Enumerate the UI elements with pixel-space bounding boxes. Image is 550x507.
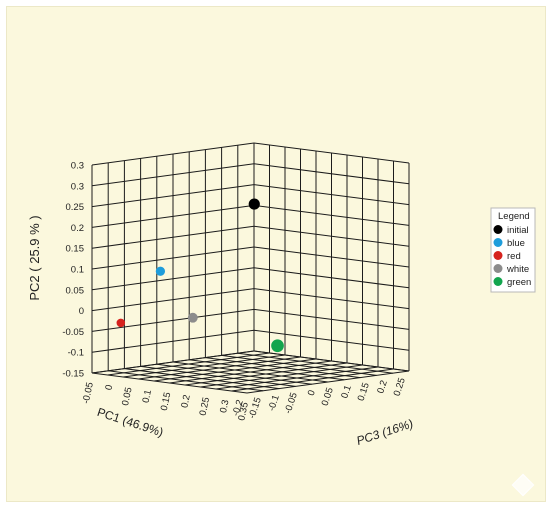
legend-marker-initial — [493, 225, 503, 234]
grid-line-floor-pc1-direction — [215, 366, 379, 390]
pc2-tick-label: -0.15 — [62, 369, 84, 380]
pc3-tick-label: 0.15 — [159, 391, 174, 411]
pc2-tick-label: -0.05 — [62, 327, 84, 338]
legend-marker-white — [493, 264, 503, 273]
data-point-red — [116, 318, 126, 328]
grid-line-left-wall-horizontal — [91, 142, 255, 166]
pc2-tick-label: 0.05 — [66, 285, 85, 296]
grid-line-floor-pc1-direction — [246, 370, 410, 394]
grid-line-left-wall-horizontal — [91, 246, 255, 270]
grid-line-right-wall-horizontal — [253, 204, 410, 226]
pc1-axis-label: PC1 (46.9%) — [95, 405, 165, 440]
grid-line-floor-pc3-direction — [124, 368, 280, 390]
grid-line-left-wall-horizontal — [91, 163, 255, 187]
legend-marker-green — [493, 277, 503, 286]
pc2-tick-labels: -0.15 -0.1 -0.05 0 0.05 0.1 0.15 0.2 0.25 0.3 0.3 — [62, 161, 84, 380]
pc2-tick-label: 0.3 — [71, 181, 84, 192]
pc2-tick-label: 0.25 — [66, 202, 85, 213]
grid-line-right-wall-horizontal — [253, 225, 410, 247]
data-point-green — [271, 339, 284, 353]
grid-line-floor-pc3-direction — [140, 365, 296, 387]
legend-label-blue: blue — [507, 238, 525, 249]
pc3-axis-label: PC3 (16%) — [355, 416, 415, 447]
data-points — [116, 198, 284, 353]
pc3-tick-label: 0 — [103, 384, 115, 391]
grid-line-right-wall-horizontal — [253, 246, 410, 268]
pc2-tick-label: -0.1 — [68, 348, 84, 359]
pc1-tick-label: 0.15 — [356, 381, 372, 402]
legend: Legend initial blue red white green — [490, 207, 536, 293]
pc3-tick-label: 0.05 — [120, 386, 135, 406]
pc1-tick-label: 0.1 — [339, 384, 354, 400]
pc3-tick-label: -0.05 — [81, 381, 96, 404]
grid-line-right-wall-horizontal — [253, 163, 410, 185]
legend-label-white: white — [506, 264, 529, 275]
legend-title: Legend — [498, 211, 530, 222]
pc2-axis-label: PC2 ( 25.9 % ) — [27, 215, 42, 300]
pc1-tick-label: -0.1 — [266, 394, 282, 413]
pc3-tick-label: 0.1 — [141, 389, 155, 404]
pc2-tick-label: 0.2 — [71, 223, 84, 234]
pc3-tick-label: 0.2 — [179, 394, 193, 409]
grid-line-left-wall-horizontal — [91, 184, 255, 208]
grid-line-floor-pc3-direction — [108, 370, 264, 392]
pc1-tick-label: 0.05 — [320, 386, 336, 407]
data-point-blue — [155, 266, 166, 276]
chart-panel: -0.15 -0.1 -0.05 0 0.05 0.1 0.15 0.2 0.25 0.3 0.3 … — [6, 6, 546, 502]
data-point-initial — [248, 198, 260, 210]
pc3-tick-label: 0.25 — [198, 396, 213, 416]
pc3-tick-label: 0.3 — [218, 399, 232, 414]
grid-line-floor-pc3-direction — [156, 363, 312, 385]
grid-line-right-wall-horizontal — [253, 184, 410, 206]
data-point-white — [187, 312, 198, 323]
pc1-tick-label: 0.2 — [375, 379, 390, 395]
grid-line-floor-pc1-direction — [231, 368, 394, 392]
pc1-tick-label: 0 — [306, 389, 318, 397]
pc2-tick-label: 0.15 — [66, 244, 85, 255]
grid — [91, 142, 410, 394]
legend-label-green: green — [507, 277, 531, 288]
pc3-tick-label: 0.35 — [236, 401, 251, 421]
legend-label-initial: initial — [507, 225, 529, 236]
grid-line-floor-pc3-direction — [91, 372, 248, 394]
grid-line-floor-pc1-direction — [184, 362, 348, 386]
grid-line-right-wall-horizontal — [253, 142, 410, 164]
legend-marker-red — [493, 251, 503, 260]
pc2-tick-label: 0 — [79, 306, 84, 317]
pc2-tick-label: 0.3 — [71, 161, 84, 172]
pc1-tick-label: -0.05 — [283, 391, 300, 415]
grid-line-floor-pc1-direction — [200, 364, 363, 388]
grid-line-left-wall-horizontal — [91, 225, 255, 249]
pc2-tick-label: 0.1 — [71, 265, 84, 276]
legend-marker-blue — [493, 238, 503, 247]
pc3-tick-labels: -0.05 0 0.05 0.1 0.15 0.2 0.25 0.3 0.35 — [81, 381, 251, 421]
grid-line-floor-pc1-direction — [169, 360, 332, 384]
legend-label-red: red — [507, 251, 521, 262]
grid-line-left-wall-horizontal — [91, 204, 255, 228]
pca-3d-scatter-chart: -0.15-0.1-0.0500.050.10.150.20.250.30.3 … — [27, 142, 536, 448]
pc1-tick-label: -0.2 — [230, 399, 246, 418]
pc1-tick-label: 0.25 — [392, 377, 408, 398]
